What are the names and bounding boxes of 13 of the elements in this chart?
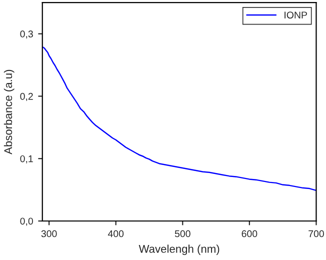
x-tick-label: 600	[242, 230, 258, 238]
x-tick-label: 400	[108, 230, 124, 238]
x-tick-label: 700	[308, 230, 324, 238]
x-tick-label: 300	[41, 230, 57, 238]
y-tick-label: 0,2	[20, 92, 33, 101]
y-axis-title: Absorbance (a.u)	[4, 70, 14, 154]
x-tick-label: 500	[174, 230, 190, 238]
legend-label: IONP	[284, 12, 307, 18]
y-tick-label: 0,3	[20, 30, 33, 39]
x-axis-title: Wavelengh (nm)	[138, 244, 220, 256]
y-tick-label: 0,1	[20, 155, 33, 164]
y-tick-label: 0,0	[20, 218, 33, 226]
line-series	[42, 46, 316, 192]
